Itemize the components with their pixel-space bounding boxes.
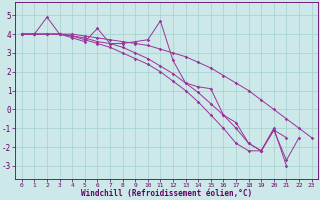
X-axis label: Windchill (Refroidissement éolien,°C): Windchill (Refroidissement éolien,°C): [81, 189, 252, 198]
